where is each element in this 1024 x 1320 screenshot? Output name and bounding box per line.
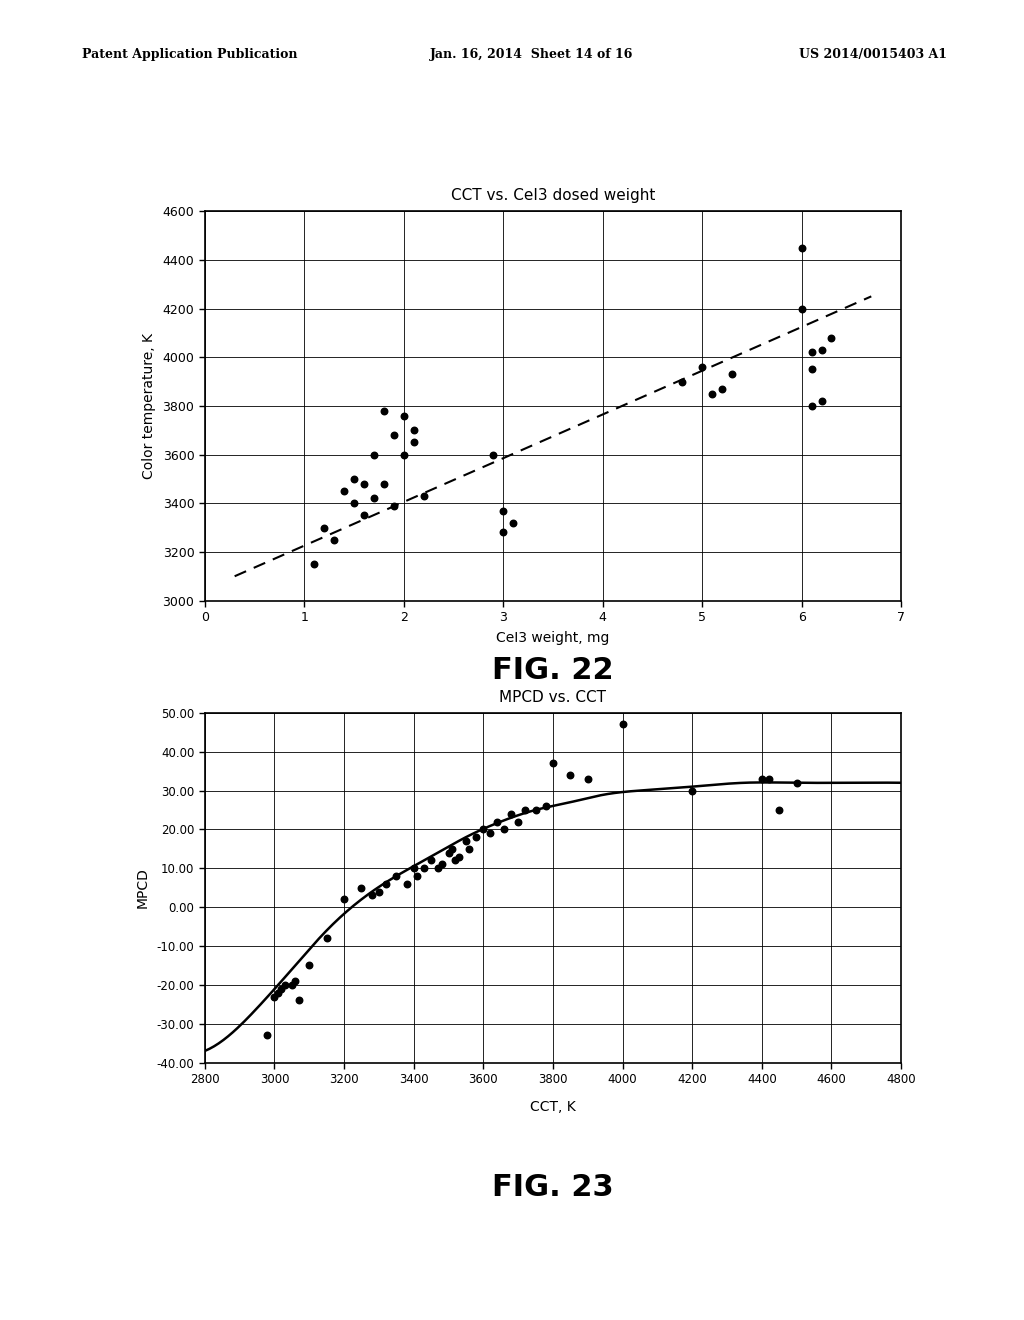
Point	[406, 858, 422, 879]
Point	[823, 327, 840, 348]
Point	[545, 752, 561, 774]
Point	[284, 974, 300, 995]
Point	[804, 342, 820, 363]
Point	[386, 425, 402, 446]
Point	[468, 826, 484, 847]
Text: Jan. 16, 2014  Sheet 14 of 16: Jan. 16, 2014 Sheet 14 of 16	[430, 48, 634, 61]
Point	[301, 954, 317, 975]
Point	[714, 379, 730, 400]
Point	[503, 804, 519, 825]
Point	[336, 888, 352, 909]
Point	[485, 444, 502, 465]
Text: US 2014/0015403 A1: US 2014/0015403 A1	[799, 48, 947, 61]
Point	[475, 818, 492, 840]
Point	[505, 512, 521, 533]
Point	[406, 432, 422, 453]
Point	[395, 444, 412, 465]
Text: FIG. 23: FIG. 23	[493, 1173, 613, 1203]
Point	[813, 339, 829, 360]
Point	[416, 858, 432, 879]
Point	[443, 838, 460, 859]
Point	[495, 521, 511, 543]
Point	[423, 850, 439, 871]
Point	[771, 800, 787, 821]
Point	[266, 986, 283, 1007]
Point	[353, 876, 370, 898]
Point	[458, 830, 474, 851]
Point	[430, 858, 446, 879]
Point	[694, 356, 711, 378]
Point	[416, 486, 432, 507]
Title: CCT vs. CeI3 dosed weight: CCT vs. CeI3 dosed weight	[451, 187, 655, 203]
Point	[794, 298, 810, 319]
Point	[318, 928, 335, 949]
Point	[306, 553, 323, 574]
Point	[562, 764, 579, 785]
Point	[538, 796, 554, 817]
Point	[614, 714, 631, 735]
Point	[433, 854, 450, 875]
Point	[355, 504, 372, 525]
Point	[761, 768, 777, 789]
Point	[461, 838, 477, 859]
Point	[398, 874, 415, 895]
Point	[495, 500, 511, 521]
Point	[813, 391, 829, 412]
Point	[366, 444, 382, 465]
Point	[409, 866, 425, 887]
Point	[376, 400, 392, 421]
Point	[406, 420, 422, 441]
Y-axis label: Color temperature, K: Color temperature, K	[141, 333, 156, 479]
Point	[395, 405, 412, 426]
Point	[788, 772, 805, 793]
Point	[366, 488, 382, 510]
Point	[388, 866, 404, 887]
Point	[684, 780, 700, 801]
Point	[804, 359, 820, 380]
Y-axis label: MPCD: MPCD	[136, 867, 150, 908]
Point	[724, 364, 740, 385]
Point	[316, 517, 333, 539]
Point	[386, 495, 402, 516]
Point	[287, 970, 303, 991]
Point	[355, 473, 372, 494]
Point	[527, 800, 544, 821]
Point	[378, 874, 394, 895]
X-axis label: CCT, K: CCT, K	[530, 1100, 575, 1114]
Point	[346, 492, 362, 513]
Point	[517, 800, 534, 821]
Point	[326, 529, 342, 550]
Point	[496, 818, 512, 840]
Point	[346, 469, 362, 490]
Point	[273, 978, 290, 999]
Point	[804, 395, 820, 416]
Point	[336, 480, 352, 502]
Point	[794, 238, 810, 259]
Point	[482, 822, 499, 843]
Text: Patent Application Publication: Patent Application Publication	[82, 48, 297, 61]
Point	[291, 990, 307, 1011]
X-axis label: CeI3 weight, mg: CeI3 weight, mg	[497, 631, 609, 645]
Point	[451, 846, 467, 867]
Point	[703, 383, 720, 404]
Text: FIG. 22: FIG. 22	[493, 656, 613, 685]
Point	[447, 850, 464, 871]
Title: MPCD vs. CCT: MPCD vs. CCT	[500, 689, 606, 705]
Point	[371, 880, 387, 902]
Point	[489, 810, 506, 832]
Point	[440, 842, 457, 863]
Point	[269, 982, 286, 1003]
Point	[376, 473, 392, 494]
Point	[259, 1024, 275, 1045]
Point	[510, 810, 526, 832]
Point	[754, 768, 770, 789]
Point	[674, 371, 690, 392]
Point	[276, 974, 293, 995]
Point	[580, 768, 596, 789]
Point	[364, 884, 380, 906]
